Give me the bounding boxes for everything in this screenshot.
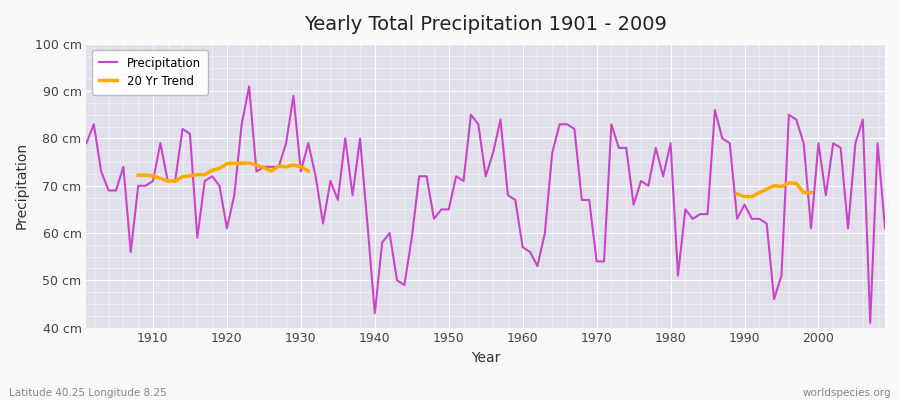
Text: worldspecies.org: worldspecies.org [803, 388, 891, 398]
Precipitation [244, 84, 255, 89]
20 Yr Trend [177, 174, 188, 179]
20 Yr Trend [199, 172, 210, 177]
Precipitation [865, 320, 876, 325]
Precipitation [518, 245, 528, 250]
20 Yr Trend [155, 176, 166, 181]
20 Yr Trend [302, 169, 313, 174]
Legend: Precipitation, 20 Yr Trend: Precipitation, 20 Yr Trend [93, 50, 208, 95]
Text: Latitude 40.25 Longitude 8.25: Latitude 40.25 Longitude 8.25 [9, 388, 166, 398]
20 Yr Trend [244, 161, 255, 166]
20 Yr Trend [266, 169, 276, 174]
20 Yr Trend [229, 161, 239, 166]
Precipitation [310, 174, 321, 179]
20 Yr Trend [214, 166, 225, 171]
Title: Yearly Total Precipitation 1901 - 2009: Yearly Total Precipitation 1901 - 2009 [304, 15, 667, 34]
Precipitation [81, 141, 92, 146]
20 Yr Trend [184, 174, 195, 178]
20 Yr Trend [237, 161, 248, 166]
Precipitation [140, 183, 151, 188]
20 Yr Trend [274, 164, 284, 168]
20 Yr Trend [140, 173, 151, 178]
Precipitation [355, 136, 365, 141]
20 Yr Trend [133, 173, 144, 178]
Precipitation [614, 146, 625, 150]
Precipitation [879, 226, 890, 231]
20 Yr Trend [281, 164, 292, 169]
20 Yr Trend [192, 172, 202, 177]
20 Yr Trend [288, 162, 299, 167]
Line: Precipitation: Precipitation [86, 86, 885, 323]
20 Yr Trend [258, 165, 269, 170]
20 Yr Trend [162, 179, 173, 184]
20 Yr Trend [148, 173, 158, 178]
20 Yr Trend [295, 164, 306, 169]
20 Yr Trend [170, 179, 181, 184]
20 Yr Trend [221, 161, 232, 166]
Y-axis label: Precipitation: Precipitation [15, 142, 29, 229]
X-axis label: Year: Year [471, 351, 500, 365]
20 Yr Trend [251, 163, 262, 168]
Line: 20 Yr Trend: 20 Yr Trend [139, 163, 308, 181]
Precipitation [525, 250, 535, 254]
20 Yr Trend [207, 168, 218, 173]
